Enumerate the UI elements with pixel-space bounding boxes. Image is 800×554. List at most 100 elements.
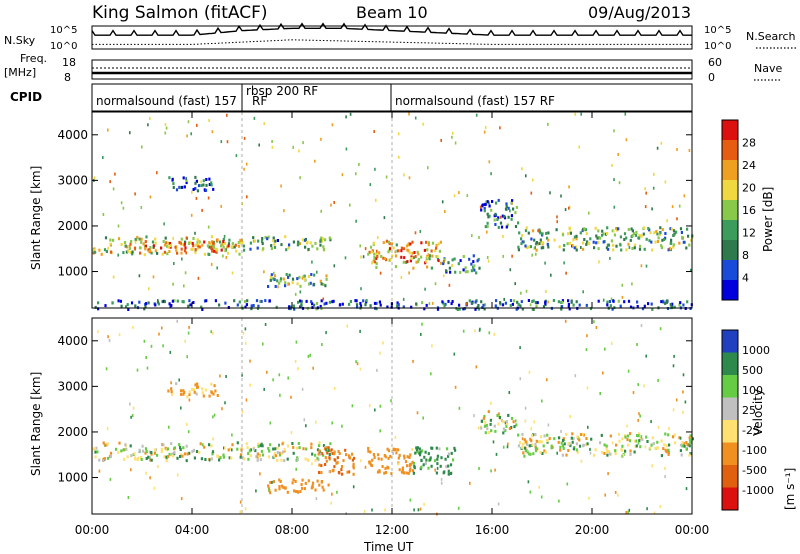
heatmap-cell: [306, 458, 309, 462]
heatmap-cell: [485, 200, 488, 204]
heatmap-cell: [322, 297, 325, 301]
heatmap-cell: [190, 247, 193, 251]
heatmap-cell: [266, 370, 268, 374]
heatmap-cell: [484, 420, 487, 424]
heatmap-cell: [127, 249, 130, 253]
heatmap-cell: [397, 462, 400, 466]
heatmap-cell: [102, 156, 104, 159]
heatmap-cell: [157, 299, 159, 303]
heatmap-cell: [502, 427, 505, 431]
heatmap-cell: [568, 226, 571, 230]
heatmap-cell: [120, 242, 123, 246]
heatmap-cell: [323, 302, 326, 306]
heatmap-cell: [580, 246, 582, 249]
heatmap-cell: [219, 374, 221, 378]
colorbar-swatch: [722, 280, 738, 300]
heatmap-cell: [610, 239, 613, 243]
heatmap-cell: [440, 477, 443, 481]
heatmap-cell: [256, 458, 259, 462]
heatmap-cell: [203, 188, 206, 192]
heatmap-cell: [109, 238, 112, 242]
heatmap-cell: [562, 439, 565, 442]
heatmap-cell: [371, 508, 373, 512]
heatmap-cell: [400, 470, 404, 474]
heatmap-cell: [243, 136, 246, 140]
heatmap-cell: [521, 240, 524, 244]
heatmap-cell: [125, 250, 128, 254]
heatmap-cell: [268, 299, 271, 303]
heatmap-cell: [245, 162, 248, 166]
heatmap-cell: [381, 465, 384, 468]
heatmap-cell: [484, 126, 487, 130]
heatmap-cell: [589, 237, 592, 241]
heatmap-cell: [278, 485, 281, 488]
heatmap-cell: [255, 299, 259, 303]
heatmap-cell: [191, 248, 194, 251]
heatmap-cell: [194, 248, 197, 252]
heatmap-cell: [478, 236, 480, 239]
heatmap-cell: [528, 452, 531, 456]
cpid-segment-1-rf: RF: [252, 94, 267, 108]
heatmap-cell: [249, 359, 251, 363]
heatmap-cell: [208, 253, 211, 256]
heatmap-cell: [436, 462, 439, 466]
heatmap-cell: [315, 301, 319, 305]
heatmap-cell: [550, 273, 552, 277]
heatmap-cell: [176, 299, 179, 303]
heatmap-cell: [218, 458, 221, 462]
heatmap-cell: [261, 237, 264, 240]
heatmap-cell: [475, 365, 478, 369]
heatmap-cell: [312, 366, 314, 370]
heatmap-cell: [376, 368, 378, 372]
heatmap-cell: [208, 245, 211, 249]
heatmap-cell: [371, 458, 374, 462]
heatmap-cell: [633, 246, 636, 250]
heatmap-cell: [485, 423, 488, 427]
heatmap-cell: [279, 277, 283, 281]
heatmap-cell: [310, 486, 313, 490]
heatmap-cell: [219, 456, 222, 460]
heatmap-cell: [187, 430, 190, 434]
heatmap-cell: [682, 240, 685, 244]
heatmap-cell: [319, 279, 322, 283]
heatmap-cell: [434, 282, 437, 286]
heatmap-cell: [582, 433, 585, 437]
heatmap-cell: [379, 351, 381, 355]
heatmap-cell: [472, 265, 475, 269]
heatmap-cell: [412, 256, 416, 260]
heatmap-cell: [664, 232, 667, 235]
heatmap-cell: [451, 300, 454, 303]
heatmap-cell: [403, 454, 406, 458]
heatmap-cell: [283, 459, 286, 463]
heatmap-cell: [184, 271, 187, 275]
heatmap-cell: [508, 427, 511, 430]
heatmap-cell: [129, 242, 132, 246]
heatmap-cell: [437, 259, 440, 263]
heatmap-cell: [369, 463, 373, 467]
heatmap-cell: [524, 229, 528, 233]
heatmap-cell: [499, 215, 502, 219]
heatmap-cell: [167, 455, 170, 459]
heatmap-cell: [169, 244, 172, 248]
heatmap-cell: [319, 452, 322, 456]
heatmap-cell: [154, 303, 157, 307]
heatmap-cell: [617, 493, 619, 497]
heatmap-cell: [322, 248, 326, 251]
heatmap-cell: [451, 264, 454, 267]
heatmap-cell: [351, 452, 354, 456]
heatmap-cell: [645, 435, 648, 439]
heatmap-cell: [435, 471, 438, 475]
heatmap-cell: [231, 433, 233, 437]
colorbar-tick-label: 16: [742, 204, 756, 217]
heatmap-cell: [179, 455, 182, 458]
heatmap-cell: [372, 453, 375, 456]
heatmap-cell: [239, 455, 242, 459]
heatmap-cell: [273, 274, 277, 278]
heatmap-cell: [569, 444, 572, 448]
heatmap-cell: [299, 176, 301, 180]
heatmap-cell: [180, 392, 183, 396]
heatmap-cell: [597, 229, 600, 233]
heatmap-cell: [563, 243, 566, 247]
heatmap-cell: [589, 307, 593, 311]
heatmap-cell: [294, 480, 297, 483]
